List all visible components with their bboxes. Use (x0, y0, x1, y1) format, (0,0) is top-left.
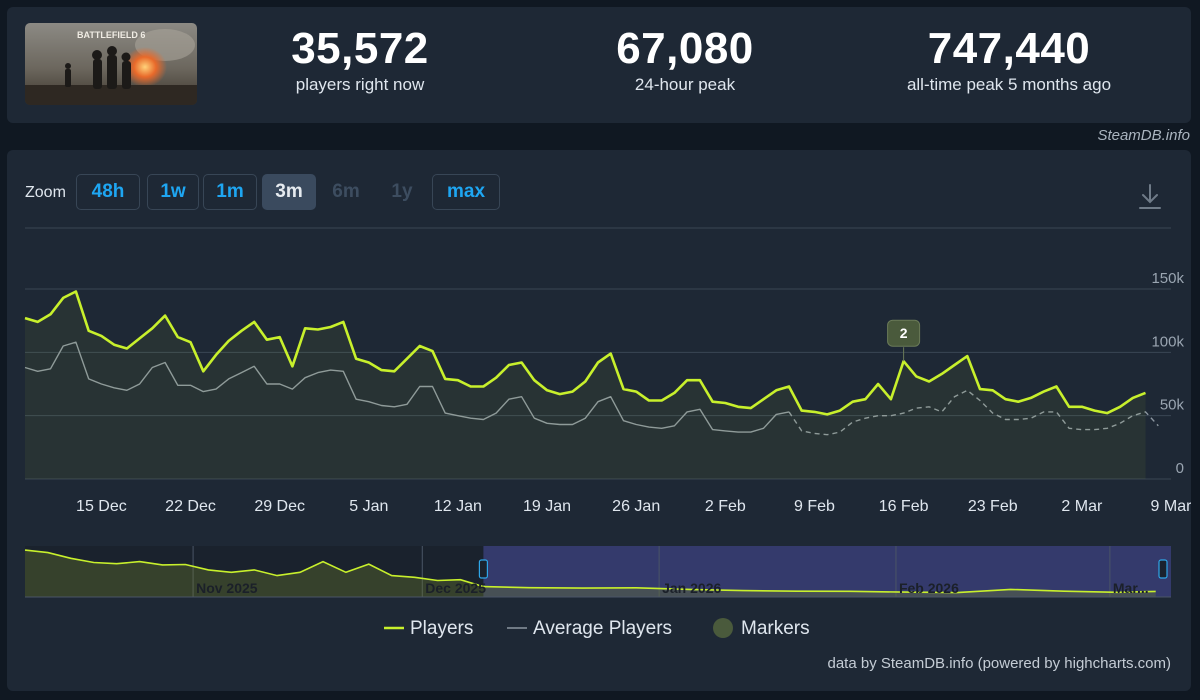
y-tick-label-1: 50k (1160, 397, 1185, 414)
markers-layer: 2 (887, 319, 921, 362)
players-area (25, 291, 1146, 479)
legend-item-2[interactable]: Markers (741, 618, 810, 639)
game-banner-image: BATTLEFIELD 6 (25, 23, 197, 105)
x-tick-label-9: 16 Feb (879, 498, 929, 515)
download-icon[interactable] (1137, 183, 1163, 211)
x-tick-label-1: 22 Dec (165, 498, 216, 515)
game-banner[interactable]: BATTLEFIELD 6 (25, 23, 197, 105)
peak-24h-label: 24-hour peak (634, 75, 736, 94)
y-tick-label-0: 0 (1176, 460, 1184, 477)
stat-players-now: 35,572 players right now (255, 23, 465, 95)
y-tick-label-2: 100k (1151, 333, 1184, 350)
x-tick-label-7: 2 Feb (705, 498, 746, 515)
players-series-line (24, 290, 1146, 416)
x-tick-label-11: 2 Mar (1061, 498, 1103, 515)
navigator-label-0: Nov 2025 (196, 580, 258, 596)
marker-label-0: 2 (900, 325, 908, 341)
players-now-label: players right now (295, 75, 425, 94)
zoom-1y-button: 1y (391, 181, 413, 202)
average-players-layer (24, 341, 1159, 436)
legend-symbol-markers (713, 618, 733, 638)
navigator-label-3: Feb 2026 (899, 580, 959, 596)
navigator-handle-left[interactable] (478, 559, 488, 579)
stats-header: BATTLEFIELD 6 35,572 players right now 6… (7, 7, 1191, 123)
banner-title: BATTLEFIELD 6 (77, 30, 145, 40)
x-tick-label-3: 5 Jan (349, 498, 388, 515)
legend-item-0[interactable]: Players (410, 618, 473, 639)
average-series-line-dashed (788, 389, 1159, 436)
y-axis-ticks: 0 50k 100k 150k (1151, 270, 1184, 477)
highcharts-credit[interactable]: data by SteamDB.info (powered by highcha… (827, 655, 1172, 672)
steamdb-credit[interactable]: SteamDB.info (1097, 127, 1190, 144)
zoom-label: Zoom (25, 184, 66, 201)
stat-all-time-peak: 747,440 all-time peak 5 months ago (869, 23, 1149, 95)
zoom-48h-button[interactable]: 48h (76, 174, 140, 210)
navigator[interactable]: Nov 2025 Dec 2025 Jan 2026 Feb 2026 Mar... (24, 546, 1171, 598)
zoom-3m-button[interactable]: 3m (262, 174, 316, 210)
zoom-6m-button: 6m (332, 181, 360, 202)
players-layer (24, 290, 1146, 479)
y-tick-label-3: 150k (1151, 270, 1184, 287)
player-count-chart[interactable]: 2 0 50k 100k 150k 15 Dec 22 Dec 29 Dec 5 Jan 12… (7, 150, 1191, 691)
navigator-label-2: Jan 2026 (662, 580, 721, 596)
x-tick-label-4: 12 Jan (434, 498, 482, 515)
all-time-peak-label: all-time peak 5 months ago (906, 75, 1112, 94)
stat-24h-peak: 67,080 24-hour peak (580, 23, 790, 95)
x-tick-label-10: 23 Feb (968, 498, 1018, 515)
chart-card: Zoom 48h 1w 1m 3m 6m 1y max 2 0 50k 100k 15… (7, 150, 1191, 691)
zoom-1w-button[interactable]: 1w (147, 174, 199, 210)
x-tick-label-12: 9 Mar (1151, 498, 1191, 515)
x-tick-label-2: 29 Dec (254, 498, 305, 515)
peak-24h-value: 67,080 (616, 24, 754, 73)
chart-legend: Players Average Players Markers (384, 618, 810, 639)
navigator-area (25, 550, 1156, 597)
zoom-max-button[interactable]: max (432, 174, 500, 210)
navigator-label-4: Mar... (1113, 580, 1149, 596)
chart-gridlines (25, 227, 1171, 480)
x-axis-ticks: 15 Dec 22 Dec 29 Dec 5 Jan 12 Jan 19 Jan 26 Ja… (76, 498, 1191, 515)
marker-badge-0 (887, 319, 921, 347)
legend-item-1[interactable]: Average Players (533, 618, 672, 639)
x-tick-label-6: 26 Jan (612, 498, 660, 515)
navigator-line (24, 549, 1156, 594)
x-tick-label-5: 19 Jan (523, 498, 571, 515)
navigator-handle-right[interactable] (1158, 559, 1168, 579)
zoom-1m-button[interactable]: 1m (203, 174, 257, 210)
x-tick-label-0: 15 Dec (76, 498, 127, 515)
navigator-label-1: Dec 2025 (425, 580, 486, 596)
x-tick-label-8: 9 Feb (794, 498, 835, 515)
players-now-value: 35,572 (291, 24, 429, 73)
average-series-line (24, 341, 790, 433)
all-time-peak-value: 747,440 (927, 24, 1091, 73)
